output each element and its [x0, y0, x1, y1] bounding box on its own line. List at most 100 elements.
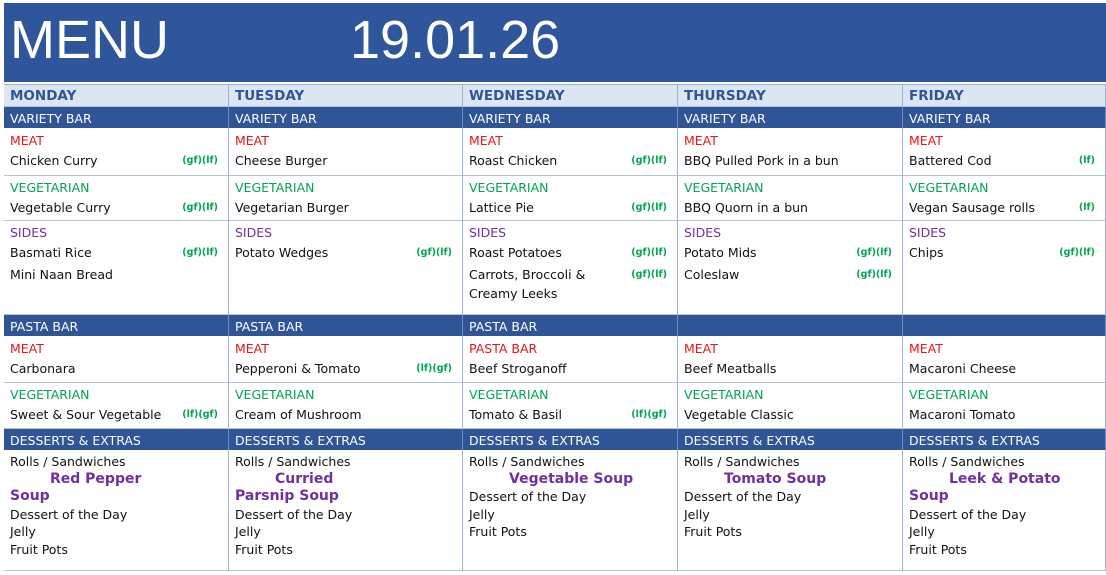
bar-title: DESSERTS & EXTRAS — [469, 433, 600, 448]
meat-cell: MEAT Pepperoni & Tomato (lf)(gf) — [229, 337, 463, 383]
diet-tags: (gf)(lf) — [182, 247, 218, 258]
item-name: Beef Stroganoff — [469, 361, 567, 376]
desserts-cell: Rolls / Sandwiches Tomato Soup Dessert of … — [678, 451, 903, 571]
menu-item: Potato Wedges (gf)(lf) — [235, 243, 456, 262]
item-name: Beef Meatballs — [684, 361, 777, 376]
section-label: VEGETARIAN — [10, 387, 90, 402]
section-header: PASTA BAR — [229, 315, 463, 337]
vegetarian-cell: VEGETARIAN Lattice Pie (gf)(lf) — [463, 176, 678, 221]
item-name: Cream of Mushroom — [235, 407, 362, 422]
section-header: DESSERTS & EXTRAS — [4, 429, 229, 451]
section-header: PASTA BAR — [4, 315, 229, 337]
dessert-item: Dessert of the Day — [10, 506, 128, 522]
section-label: MEAT — [909, 341, 943, 356]
item-name: Coleslaw — [684, 267, 740, 282]
vegetarian-cell: VEGETARIAN BBQ Quorn in a bun — [678, 176, 903, 221]
section-label: MEAT — [684, 341, 718, 356]
section-header: VARIETY BAR — [678, 107, 903, 129]
diet-tags: (gf)(lf) — [182, 202, 218, 213]
soup-of-day: Vegetable Soup — [509, 470, 634, 487]
diet-tags: (gf)(lf) — [631, 247, 667, 258]
menu-item: Vegetable Classic — [684, 405, 896, 424]
diet-tags: (lf) — [1078, 202, 1095, 213]
section-label: PASTA BAR — [469, 341, 538, 356]
diet-tags: (lf) — [1078, 155, 1095, 166]
meat-cell: MEAT BBQ Pulled Pork in a bun — [678, 129, 903, 176]
item-name: Pepperoni & Tomato — [235, 361, 361, 376]
dessert-item: Rolls / Sandwiches — [235, 454, 351, 469]
item-name: Vegetarian Burger — [235, 200, 349, 215]
section-label: VEGETARIAN — [469, 180, 549, 195]
menu-title: MENU — [10, 10, 169, 70]
menu-item: Roast Potatoes (gf)(lf) — [469, 243, 671, 262]
menu-item: Sweet & Sour Vegetable (lf)(gf) — [10, 405, 222, 424]
item-name: Chips — [909, 245, 944, 260]
section-label: VEGETARIAN — [909, 180, 989, 195]
dessert-item: Rolls / Sandwiches — [684, 454, 800, 469]
day-name: MONDAY — [10, 88, 77, 104]
dessert-item: Fruit Pots — [909, 541, 967, 557]
menu-item: Coleslaw (gf)(lf) — [684, 265, 896, 284]
menu-item: Vegetarian Burger — [235, 198, 456, 217]
item-name: Sweet & Sour Vegetable — [10, 407, 162, 422]
section-header: DESSERTS & EXTRAS — [463, 429, 678, 451]
dessert-item: Rolls / Sandwiches — [909, 454, 1025, 469]
bar-title: VARIETY BAR — [909, 111, 991, 126]
item-name: Potato Wedges — [235, 245, 329, 260]
item-name: Macaroni Cheese — [909, 361, 1017, 376]
menu-item: Potato Mids (gf)(lf) — [684, 243, 896, 262]
diet-tags: (gf)(lf) — [416, 247, 452, 258]
day-name: TUESDAY — [235, 88, 305, 104]
diet-tags: (gf)(lf) — [631, 269, 667, 280]
day-name: FRIDAY — [909, 88, 964, 104]
meat-cell: MEAT Cheese Burger — [229, 129, 463, 176]
vegetarian-cell: VEGETARIAN Vegetable Curry (gf)(lf) — [4, 176, 229, 221]
item-name: Potato Mids — [684, 245, 757, 260]
item-name: Carbonara — [10, 361, 76, 376]
bar-title: VARIETY BAR — [469, 111, 551, 126]
section-header: VARIETY BAR — [4, 107, 229, 129]
desserts-cell: Rolls / Sandwiches Curried Parsnip Soup Des… — [229, 451, 463, 571]
diet-tags: (lf)(gf) — [416, 363, 452, 374]
menu-item: Cream of Mushroom — [235, 405, 456, 424]
vegetarian-cell: VEGETARIAN Macaroni Tomato — [903, 383, 1106, 429]
diet-tags: (gf)(lf) — [1059, 247, 1095, 258]
vegetarian-cell: VEGETARIAN Vegetable Classic — [678, 383, 903, 429]
menu-item: Roast Chicken (gf)(lf) — [469, 151, 671, 170]
menu-item: Cheese Burger — [235, 151, 456, 170]
sides-cell: SIDES Roast Potatoes (gf)(lf) Carrots, Broc… — [463, 221, 678, 315]
section-label: VEGETARIAN — [909, 387, 989, 402]
meat-cell: MEAT Beef Meatballs — [678, 337, 903, 383]
vegetarian-cell: VEGETARIAN Vegetarian Burger — [229, 176, 463, 221]
section-label: VEGETARIAN — [469, 387, 549, 402]
day-header: TUESDAY — [229, 85, 463, 107]
bar-title: DESSERTS & EXTRAS — [909, 433, 1040, 448]
soup-of-day: Leek & Potato — [949, 470, 1061, 487]
bar-title: DESSERTS & EXTRAS — [10, 433, 141, 448]
sides-cell: SIDES Potato Wedges (gf)(lf) — [229, 221, 463, 315]
item-name: Roast Chicken — [469, 153, 558, 168]
menu-item: Macaroni Cheese — [909, 359, 1099, 378]
item-name: Macaroni Tomato — [909, 407, 1016, 422]
item-name: Tomato & Basil — [469, 407, 562, 422]
menu-item: Mini Naan Bread — [10, 265, 222, 284]
item-name: Battered Cod — [909, 153, 992, 168]
menu-item: Pepperoni & Tomato (lf)(gf) — [235, 359, 456, 378]
section-label: VEGETARIAN — [684, 180, 764, 195]
diet-tags: (gf)(lf) — [631, 202, 667, 213]
dessert-item: Fruit Pots — [235, 541, 293, 557]
item-name: Carrots, Broccoli & Creamy Leeks — [469, 267, 586, 301]
section-label: MEAT — [909, 133, 943, 148]
day-header: FRIDAY — [903, 85, 1106, 107]
menu-item: Tomato & Basil (lf)(gf) — [469, 405, 671, 424]
item-name: Cheese Burger — [235, 153, 328, 168]
dessert-item: Jelly — [684, 506, 710, 522]
section-label: SIDES — [684, 225, 722, 240]
diet-tags: (lf)(gf) — [182, 409, 218, 420]
section-header: VARIETY BAR — [463, 107, 678, 129]
section-header: DESSERTS & EXTRAS — [229, 429, 463, 451]
bar-title: PASTA BAR — [469, 319, 538, 334]
section-label: MEAT — [469, 133, 503, 148]
sides-cell: SIDES Potato Mids (gf)(lf) Coleslaw (gf)(lf) — [678, 221, 903, 315]
